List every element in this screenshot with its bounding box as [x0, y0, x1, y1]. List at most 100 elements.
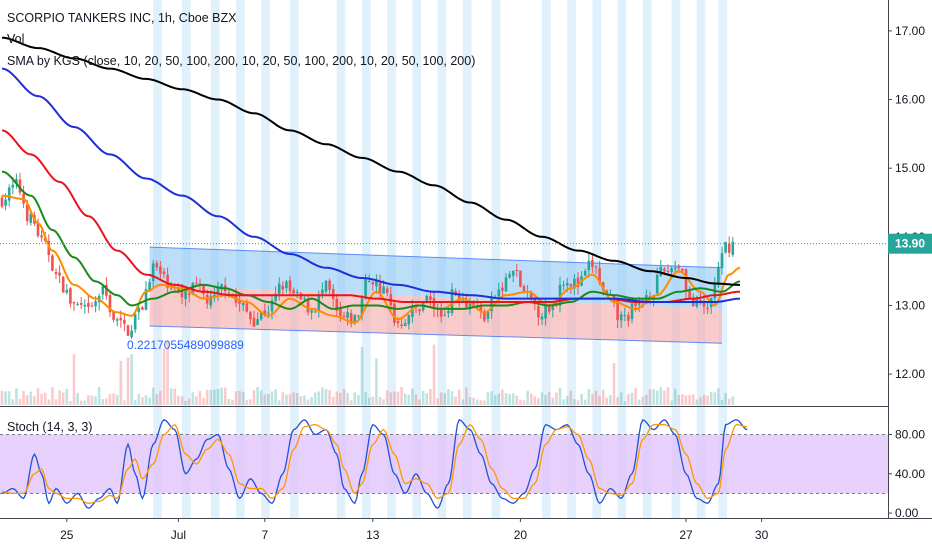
candle-body [90, 305, 94, 307]
volume-bar [727, 398, 731, 405]
volume-bar [551, 397, 555, 405]
candle-body [544, 305, 547, 319]
candle-body [133, 314, 137, 330]
volume-bar [173, 388, 177, 405]
volume-bar [601, 389, 605, 405]
stoch-legend[interactable]: Stoch (14, 3, 3) [7, 420, 93, 434]
volume-bar [342, 388, 346, 405]
volume-bar [324, 389, 328, 405]
volume-bar [393, 391, 396, 405]
candle-body [263, 310, 267, 315]
candle-body [724, 241, 727, 253]
candle-body [418, 309, 421, 312]
price-tick-label: 17.00 [895, 24, 925, 38]
candle-body [429, 296, 432, 300]
volume-bar [130, 354, 133, 405]
volume-bar [105, 398, 108, 405]
volume-bar [7, 391, 11, 405]
sma-legend[interactable]: SMA by KGS (close, 10, 20, 50, 100, 200,… [7, 54, 476, 68]
volume-bar [238, 391, 241, 405]
candle-body [717, 266, 720, 285]
candle-body [666, 271, 670, 273]
volume-bar [717, 388, 720, 405]
vol-legend[interactable]: Vol [7, 32, 25, 46]
candle-body [673, 267, 677, 269]
candle-body [508, 274, 511, 278]
candle-body [61, 276, 65, 293]
candle-body [40, 235, 43, 238]
candle-body [353, 314, 357, 323]
candle-body [198, 283, 202, 285]
candle-body [303, 298, 306, 300]
volume-bar [357, 394, 360, 405]
volume-bar [360, 346, 364, 405]
candle-body [385, 288, 389, 293]
volume-bar [468, 397, 472, 405]
volume-bar [421, 390, 425, 405]
candle-body [573, 278, 576, 289]
candle-body [169, 288, 173, 290]
candle-body [83, 304, 87, 307]
volume-bar [681, 394, 684, 405]
candle-body [637, 302, 641, 305]
volume-bar [15, 388, 18, 405]
candle-body [281, 285, 285, 290]
volume-bar [249, 399, 252, 405]
candle-body [216, 287, 220, 294]
candle-body [432, 297, 436, 310]
volume-bar [573, 399, 576, 405]
candle-body [591, 260, 594, 267]
volume-bar [40, 393, 43, 405]
candle-body [483, 311, 486, 321]
candle-body [677, 266, 681, 269]
candle-body [587, 260, 591, 271]
channel-annotation: 0.2217055489099889 [127, 338, 244, 352]
volume-bar [547, 391, 551, 405]
candle-body [321, 289, 324, 294]
volume-bar [677, 395, 681, 405]
candle-body [15, 178, 18, 184]
volume-bar [87, 395, 90, 405]
volume-bar [688, 394, 691, 405]
volume-bar [33, 395, 36, 405]
price-tick-label: 12.00 [895, 367, 925, 381]
volume-bar [508, 394, 511, 405]
candle-body [51, 255, 54, 271]
volume-bar [180, 396, 184, 405]
volume-bar [367, 397, 371, 405]
candle-body [162, 271, 166, 275]
candle-body [357, 315, 360, 317]
candle-body [454, 290, 457, 294]
volume-bar [213, 389, 216, 405]
volume-bar [479, 400, 483, 405]
candle-body [159, 266, 162, 274]
sma-lines [1, 36, 741, 324]
volume-bar [281, 392, 285, 405]
candle-body [425, 295, 429, 302]
candle-body [202, 285, 205, 294]
volume-bar [641, 396, 645, 405]
sma-line-sma20 [1, 170, 741, 310]
volume-bar [673, 388, 677, 405]
volume-bar [94, 396, 97, 405]
stochastic-panel [0, 418, 888, 510]
volume-bar [195, 396, 198, 405]
candle-body [285, 281, 288, 289]
candle-body [0, 197, 4, 207]
volume-bar [112, 393, 115, 405]
volume-bar [691, 394, 695, 405]
candle-body [457, 293, 461, 301]
candle-body [328, 280, 331, 290]
volume-bar [493, 395, 497, 405]
time-tick-label: 20 [514, 528, 528, 542]
volume-bar [591, 393, 594, 405]
volume-bar [396, 391, 400, 405]
volume-bar [162, 348, 166, 405]
volume-bar [371, 396, 375, 405]
session-band [696, 0, 706, 518]
candle-body [94, 301, 97, 307]
candle-body [731, 241, 735, 255]
volume-bar [18, 398, 22, 405]
candle-body [295, 291, 299, 294]
